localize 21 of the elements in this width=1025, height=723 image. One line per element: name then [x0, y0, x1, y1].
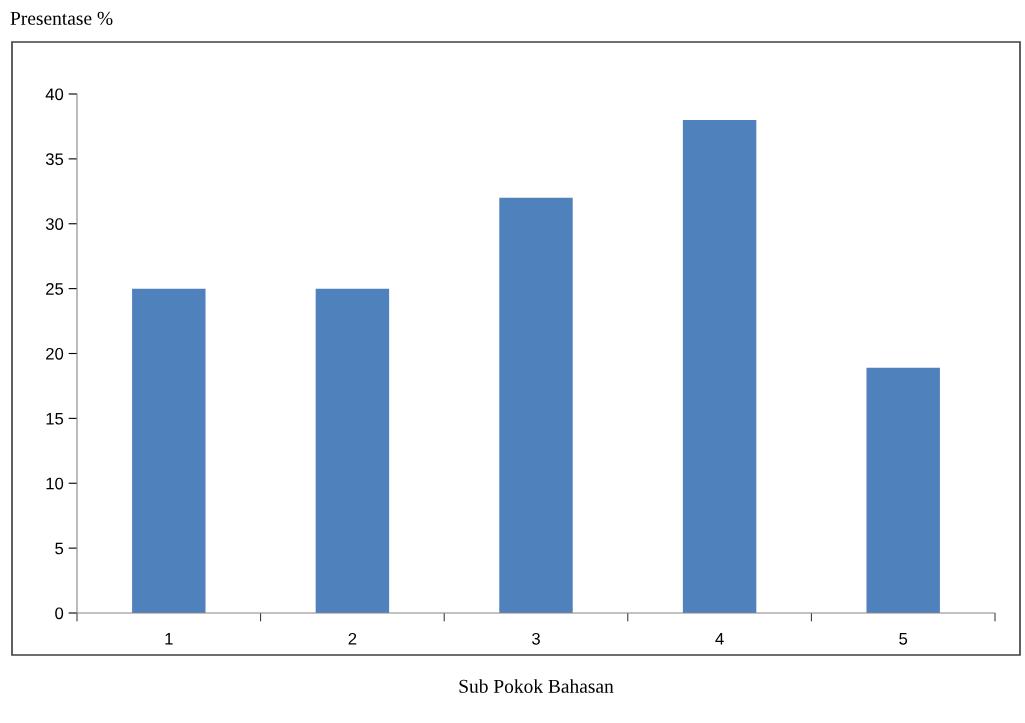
- bar: [499, 197, 573, 613]
- y-tick-label: 40: [45, 88, 64, 101]
- x-tick-label: 1: [165, 633, 173, 645]
- y-tick-label: 5: [55, 542, 64, 555]
- bar: [315, 288, 390, 613]
- chart-title: Presentase %: [10, 11, 113, 25]
- x-tick-label: 2: [348, 632, 357, 645]
- y-tick-label: 0: [55, 607, 64, 620]
- y-tick-label: 35: [45, 153, 64, 166]
- y-tick-label: 15: [46, 412, 64, 425]
- x-tick-label: 4: [715, 633, 724, 645]
- x-axis-title: Sub Pokok Bahasan: [459, 679, 614, 693]
- bar: [132, 288, 206, 613]
- y-tick-label: 10: [46, 477, 64, 490]
- x-tick-label: 3: [532, 632, 540, 645]
- y-tick-label: 20: [46, 347, 64, 360]
- bar: [682, 119, 757, 613]
- y-tick-label: 30: [45, 218, 64, 230]
- y-tick-label: 25: [46, 283, 64, 295]
- x-tick-label: 5: [899, 633, 908, 645]
- bar: [866, 367, 940, 613]
